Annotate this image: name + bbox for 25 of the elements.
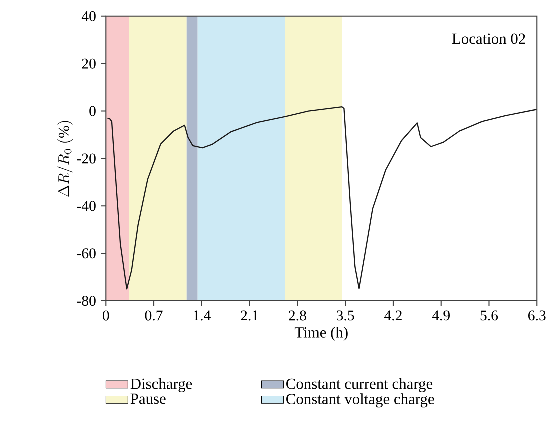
y-tick-label: -40 bbox=[77, 201, 96, 212]
x-axis-title: Time (h) bbox=[294, 326, 348, 341]
y-tick-label: 0 bbox=[90, 106, 96, 116]
x-tick-label: 0 bbox=[103, 310, 110, 321]
x-tick-label: 4.2 bbox=[384, 310, 402, 321]
line-series bbox=[107, 106, 538, 290]
annotation: Location 02 bbox=[452, 34, 526, 44]
x-tick-label: 5.6 bbox=[480, 310, 498, 321]
x-tick-label: 2.1 bbox=[241, 310, 258, 321]
x-tick-label: 1.4 bbox=[194, 310, 211, 321]
y-tick-label: 20 bbox=[82, 58, 96, 69]
y-tick-label: -80 bbox=[77, 296, 96, 306]
y-axis-title: $\Delta R/R_{0}\ (\%)$ bbox=[58, 121, 74, 197]
legend-label: Discharge bbox=[130, 378, 192, 392]
y-tick-label: 40 bbox=[82, 11, 96, 22]
x-tick-label: 6.3 bbox=[528, 310, 546, 321]
x-tick-label: 2.8 bbox=[289, 310, 306, 321]
x-tick-label: 4.9 bbox=[432, 310, 450, 321]
y-tick-label: -60 bbox=[77, 248, 96, 259]
legend-label: Pause bbox=[130, 394, 166, 404]
legend-label: Constant current charge bbox=[286, 378, 433, 392]
x-tick-label: 0.7 bbox=[145, 310, 163, 321]
y-tick-label: -20 bbox=[77, 154, 96, 164]
legend-label: Constant voltage charge bbox=[286, 394, 434, 408]
x-tick-label: 3.5 bbox=[337, 310, 354, 321]
